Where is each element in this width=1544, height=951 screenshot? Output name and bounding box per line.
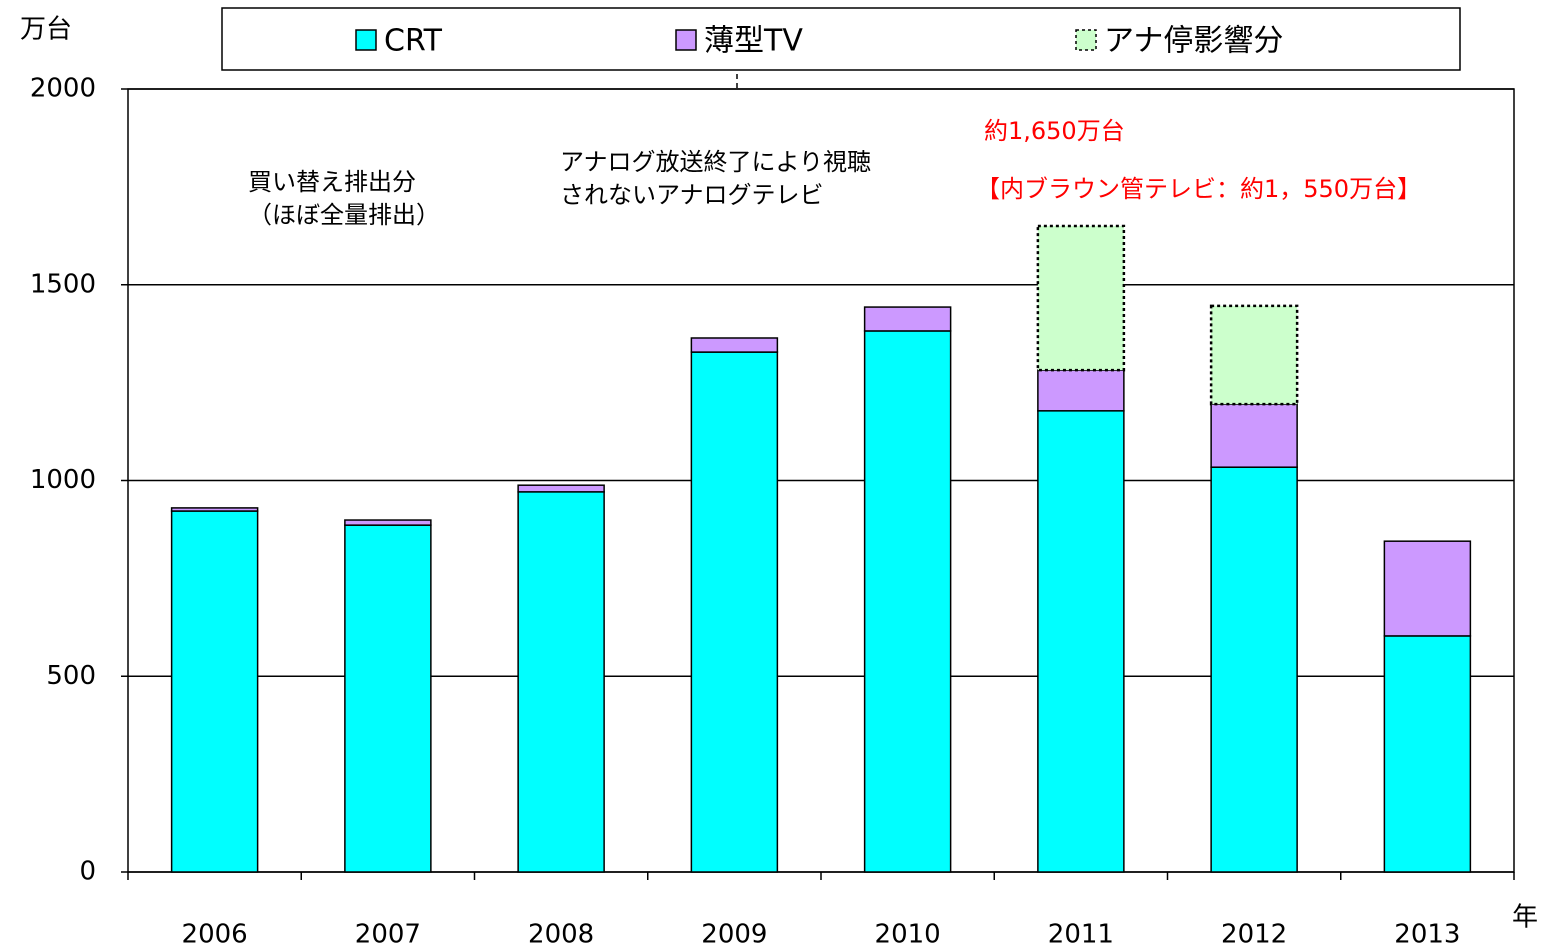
annotation: アナログ放送終了により視聴 xyxy=(560,148,871,176)
x-tick-label: 2013 xyxy=(1394,920,1460,950)
bar-segment xyxy=(1210,466,1298,873)
bar-segment xyxy=(690,351,779,873)
bar-segment xyxy=(863,330,952,873)
bar-segment xyxy=(1037,369,1125,412)
y-tick-label: 1000 xyxy=(30,465,96,495)
bar-segment xyxy=(1383,540,1472,637)
bar-segment xyxy=(517,484,605,493)
bar-segment xyxy=(863,306,952,332)
x-tick-label: 2007 xyxy=(355,920,421,950)
bar-segment xyxy=(170,510,259,873)
y-tick-label: 0 xyxy=(79,857,96,887)
annotation: 買い替え排出分 xyxy=(248,168,416,196)
bar-segment xyxy=(1210,403,1298,468)
legend-label: CRT xyxy=(384,24,443,59)
x-tick-label: 2010 xyxy=(875,920,941,950)
bar-segment xyxy=(690,337,779,353)
bar-segment xyxy=(1037,410,1125,873)
bar-segment xyxy=(344,524,432,873)
bar-segment xyxy=(1383,635,1472,873)
legend-box xyxy=(221,7,1461,71)
bar-segment xyxy=(1036,224,1126,372)
y-tick-label: 1500 xyxy=(30,269,96,299)
y-tick-label: 500 xyxy=(46,661,96,691)
y-tick-label: 2000 xyxy=(30,74,96,104)
annotation: 【内ブラウン管テレビ：約1，550万台】 xyxy=(976,175,1421,203)
bar-segment xyxy=(170,507,259,512)
legend-swatch xyxy=(1075,29,1097,51)
legend-label: アナ停影響分 xyxy=(1104,24,1283,59)
x-tick-label: 2008 xyxy=(528,920,594,950)
x-tick-label: 2011 xyxy=(1048,920,1114,950)
legend-swatch xyxy=(355,29,377,51)
x-tick-label: 2009 xyxy=(701,920,767,950)
bar-segment xyxy=(1209,304,1299,406)
x-tick-label: 2012 xyxy=(1221,920,1287,950)
x-axis-label: 年 xyxy=(1512,903,1538,933)
bar-segment xyxy=(517,491,605,873)
annotation: されないアナログテレビ xyxy=(560,181,824,209)
legend-swatch xyxy=(675,29,697,51)
annotation: （ほぼ全量排出） xyxy=(248,201,440,229)
annotation: 約1,650万台 xyxy=(984,117,1125,145)
x-tick-label: 2006 xyxy=(182,920,248,950)
bar-segment xyxy=(344,519,432,526)
y-axis-label: 万台 xyxy=(20,15,72,45)
legend-label: 薄型TV xyxy=(704,24,803,59)
